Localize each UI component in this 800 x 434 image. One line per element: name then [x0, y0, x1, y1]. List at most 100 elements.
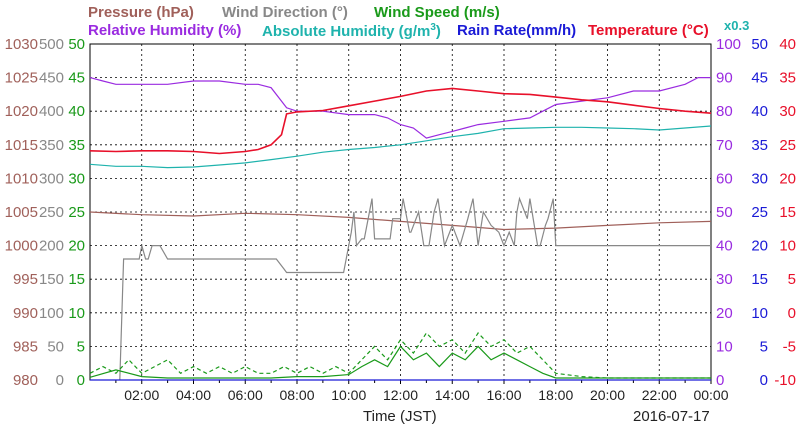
legend-scale-note: x0.3: [724, 18, 750, 33]
y-tick-label-pressure: 1030: [5, 36, 38, 53]
y-tick-label-rain_rate: 25: [751, 204, 768, 221]
y-tick-label-wind_direction: 300: [39, 170, 64, 187]
y-tick-label-temperature: 0: [788, 305, 796, 322]
y-tick-label-wind_direction: 100: [39, 305, 64, 322]
y-tick-label-rain_rate: 50: [751, 36, 768, 53]
y-tick-label-wind_direction: 350: [39, 137, 64, 154]
y-tick-label-wind_speed: 10: [68, 305, 85, 322]
y-tick-label-wind_speed: 0: [77, 372, 85, 389]
y-tick-label-relative_humidity: 50: [716, 204, 733, 221]
x-tick-label: 04:00: [176, 387, 211, 403]
x-tick-label: 06:00: [228, 387, 263, 403]
y-tick-label-pressure: 1015: [5, 137, 38, 154]
y-tick-label-wind_direction: 500: [39, 36, 64, 53]
y-tick-label-rain_rate: 45: [751, 70, 768, 87]
x-tick-label: 12:00: [383, 387, 418, 403]
y-tick-label-wind_speed: 15: [68, 271, 85, 288]
date-label: 2016-07-17: [633, 408, 710, 425]
y-tick-label-wind_direction: 400: [39, 103, 64, 120]
legend-absolute-humidity-prefix: Absolute Humidity (g/m: [262, 23, 431, 40]
y-tick-label-temperature: 30: [779, 103, 796, 120]
x-tick-label: 00:00: [693, 387, 728, 403]
legend-wind-direction: Wind Direction (°): [222, 4, 348, 21]
y-tick-label-wind_direction: 250: [39, 204, 64, 221]
y-tick-label-pressure: 1020: [5, 103, 38, 120]
y-tick-label-pressure: 1005: [5, 204, 38, 221]
y-tick-label-relative_humidity: 60: [716, 170, 733, 187]
legend-absolute-humidity: Absolute Humidity (g/m3): [262, 22, 441, 40]
y-tick-label-rain_rate: 40: [751, 103, 768, 120]
y-tick-label-relative_humidity: 20: [716, 305, 733, 322]
x-tick-label: 22:00: [642, 387, 677, 403]
legend: Pressure (hPa) Wind Direction (°) Wind S…: [0, 2, 800, 42]
y-tick-label-wind_speed: 30: [68, 170, 85, 187]
series-wind_direction: [119, 196, 711, 381]
y-tick-label-temperature: 20: [779, 170, 796, 187]
y-tick-label-temperature: 15: [779, 204, 796, 221]
x-tick-label: 08:00: [279, 387, 314, 403]
y-tick-label-rain_rate: 10: [751, 305, 768, 322]
y-tick-label-wind_direction: 150: [39, 271, 64, 288]
y-tick-label-relative_humidity: 80: [716, 103, 733, 120]
x-tick-label: 20:00: [590, 387, 625, 403]
y-tick-label-rain_rate: 0: [760, 372, 768, 389]
y-tick-label-wind_direction: 0: [56, 372, 64, 389]
y-tick-label-pressure: 1025: [5, 70, 38, 87]
y-tick-label-pressure: 1010: [5, 170, 38, 187]
legend-absolute-humidity-sup: 3: [430, 22, 436, 33]
y-tick-label-wind_direction: 200: [39, 238, 64, 255]
y-tick-label-temperature: 35: [779, 70, 796, 87]
y-tick-label-wind_direction: 50: [47, 338, 64, 355]
y-tick-label-rain_rate: 5: [760, 338, 768, 355]
y-tick-label-wind_speed: 50: [68, 36, 85, 53]
y-tick-label-wind_speed: 40: [68, 103, 85, 120]
y-tick-label-pressure: 995: [13, 271, 38, 288]
legend-pressure: Pressure (hPa): [88, 4, 194, 21]
y-tick-label-relative_humidity: 40: [716, 238, 733, 255]
series-layer: [89, 76, 712, 381]
legend-temperature: Temperature (°C): [588, 22, 709, 39]
y-tick-label-pressure: 990: [13, 305, 38, 322]
axis-ticks: 02:00 04:00 06:00 08:00 10:00 12:00 14:00 16:00…: [5, 36, 796, 403]
x-tick-label: 18:00: [538, 387, 573, 403]
legend-rain-rate: Rain Rate(mm/h): [457, 22, 577, 39]
y-tick-label-relative_humidity: 100: [716, 36, 741, 53]
legend-absolute-humidity-suffix: ): [435, 23, 441, 40]
y-tick-label-wind_speed: 45: [68, 70, 85, 87]
y-tick-label-wind_speed: 5: [77, 338, 85, 355]
y-tick-label-wind_speed: 25: [68, 204, 85, 221]
x-tick-label: 02:00: [124, 387, 159, 403]
y-tick-label-temperature: 25: [779, 137, 796, 154]
x-tick-label: 10:00: [331, 387, 366, 403]
x-tick-label: 14:00: [435, 387, 470, 403]
y-tick-label-rain_rate: 35: [751, 137, 768, 154]
series-temperature: [89, 87, 712, 155]
series-wind_speed-gust: [89, 332, 711, 379]
y-tick-label-relative_humidity: 70: [716, 137, 733, 154]
y-tick-label-temperature: -5: [783, 338, 796, 355]
y-tick-label-wind_speed: 35: [68, 137, 85, 154]
legend-relative-humidity: Relative Humidity (%): [88, 22, 242, 39]
y-tick-label-wind_direction: 450: [39, 70, 64, 87]
y-tick-label-rain_rate: 15: [751, 271, 768, 288]
y-tick-label-relative_humidity: 30: [716, 271, 733, 288]
x-tick-label: 16:00: [486, 387, 521, 403]
y-tick-label-rain_rate: 30: [751, 170, 768, 187]
y-tick-label-temperature: -10: [774, 372, 796, 389]
y-tick-label-pressure: 985: [13, 338, 38, 355]
x-axis-label: Time (JST): [363, 408, 437, 425]
legend-wind-speed: Wind Speed (m/s): [374, 4, 500, 21]
y-tick-label-relative_humidity: 0: [716, 372, 724, 389]
y-tick-label-temperature: 5: [788, 271, 796, 288]
y-tick-label-pressure: 1000: [5, 238, 38, 255]
y-tick-label-pressure: 980: [13, 372, 38, 389]
series-pressure: [89, 211, 712, 231]
y-tick-label-temperature: 40: [779, 36, 796, 53]
y-tick-label-temperature: 10: [779, 238, 796, 255]
series-wind_speed: [89, 345, 711, 379]
y-tick-label-rain_rate: 20: [751, 238, 768, 255]
y-tick-label-relative_humidity: 90: [716, 70, 733, 87]
series-absolute_humidity: [89, 125, 712, 169]
y-tick-label-wind_speed: 20: [68, 238, 85, 255]
